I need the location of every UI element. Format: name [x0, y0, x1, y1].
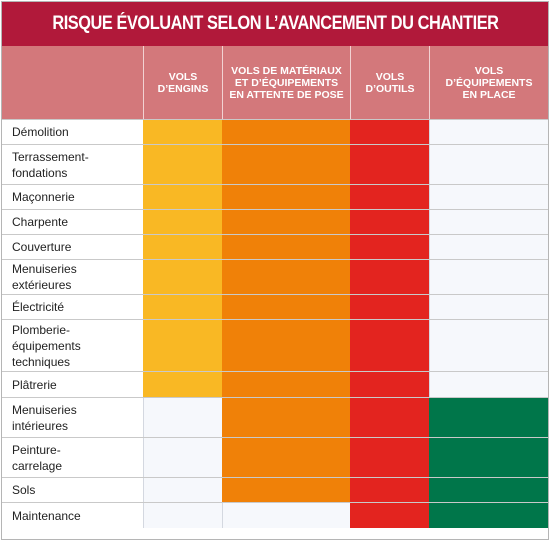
risk-cell-vols-outils — [350, 372, 429, 397]
risk-cell-vols-engins — [143, 185, 222, 209]
table-title: RISQUE ÉVOLUANT SELON L’AVANCEMENT DU CH… — [51, 13, 499, 34]
column-header-vols-materiaux: VOLS DE MATÉRIAUX ET D’ÉQUIPEMENTS EN AT… — [222, 46, 350, 119]
row-label: Menuiseries extérieures — [12, 262, 77, 292]
risk-cell-vols-equipements-en-place — [429, 185, 548, 209]
risk-cell-vols-engins — [143, 372, 222, 397]
risk-cell-vols-outils — [350, 145, 429, 184]
risk-cell-vols-materiaux — [222, 120, 350, 144]
risk-cell-vols-materiaux — [222, 210, 350, 234]
risk-cell-vols-materiaux — [222, 185, 350, 209]
risk-cell-vols-engins — [143, 145, 222, 184]
risk-cell-vols-equipements-en-place — [429, 120, 548, 144]
column-header-label: VOLS D’ENGINS — [157, 70, 209, 95]
row-label: Maintenance — [12, 508, 81, 523]
column-header-corner — [2, 46, 143, 119]
risk-cell-vols-outils — [350, 210, 429, 234]
table-row: Sols — [2, 477, 548, 502]
risk-cell-vols-outils — [350, 295, 429, 319]
risk-cell-vols-outils — [350, 235, 429, 259]
risk-cell-vols-materiaux — [222, 372, 350, 397]
risk-cell-vols-equipements-en-place — [429, 235, 548, 259]
risk-cell-vols-engins — [143, 398, 222, 437]
row-label: Démolition — [12, 125, 69, 139]
risk-cell-vols-outils — [350, 120, 429, 144]
risk-cell-vols-materiaux — [222, 235, 350, 259]
risk-cell-vols-equipements-en-place — [429, 145, 548, 184]
risk-cell-vols-materiaux — [222, 503, 350, 528]
risk-cell-vols-outils — [350, 398, 429, 437]
row-label: Couverture — [12, 240, 72, 254]
risk-cell-vols-equipements-en-place — [429, 372, 548, 397]
column-header-vols-equipements-en-place: VOLS D’ÉQUIPEMENTS EN PLACE — [429, 46, 548, 119]
risk-cell-vols-equipements-en-place — [429, 210, 548, 234]
table-row: Démolition — [2, 119, 548, 144]
row-label: Plâtrerie — [12, 377, 57, 392]
row-label: Maçonnerie — [12, 190, 75, 204]
table-row: Peinture- carrelage — [2, 437, 548, 477]
column-header-label: VOLS D’OUTILS — [365, 70, 415, 95]
column-header-row: VOLS D’ENGINS VOLS DE MATÉRIAUX ET D’ÉQU… — [2, 46, 548, 119]
risk-cell-vols-outils — [350, 503, 429, 528]
risk-cell-vols-equipements-en-place — [429, 260, 548, 294]
table-row: Charpente — [2, 209, 548, 234]
table-row: Électricité — [2, 294, 548, 319]
risk-cell-vols-equipements-en-place — [429, 398, 548, 437]
table-row: Maçonnerie — [2, 184, 548, 209]
table-row: Terrassement- fondations — [2, 144, 548, 184]
risk-cell-vols-materiaux — [222, 478, 350, 502]
column-header-label: VOLS DE MATÉRIAUX ET D’ÉQUIPEMENTS EN AT… — [229, 64, 344, 101]
table-row: Plâtrerie — [2, 371, 548, 397]
table-title-bar: RISQUE ÉVOLUANT SELON L’AVANCEMENT DU CH… — [2, 2, 548, 46]
row-label: Charpente — [12, 215, 69, 229]
risk-cell-vols-outils — [350, 478, 429, 502]
table-row: Menuiseries extérieures — [2, 259, 548, 294]
column-header-vols-engins: VOLS D’ENGINS — [143, 46, 222, 119]
row-label: Menuiseries intérieures — [12, 402, 77, 433]
risk-cell-vols-engins — [143, 320, 222, 371]
risk-cell-vols-outils — [350, 438, 429, 477]
risk-cell-vols-materiaux — [222, 260, 350, 294]
column-header-label: VOLS D’ÉQUIPEMENTS EN PLACE — [445, 64, 533, 101]
risk-cell-vols-equipements-en-place — [429, 503, 548, 528]
row-label: Peinture- carrelage — [12, 442, 63, 473]
risk-cell-vols-equipements-en-place — [429, 478, 548, 502]
risk-cell-vols-outils — [350, 260, 429, 294]
row-label: Plomberie- équipements techniques — [12, 322, 81, 369]
risk-cell-vols-engins — [143, 210, 222, 234]
row-label: Sols — [12, 483, 36, 497]
risk-cell-vols-equipements-en-place — [429, 438, 548, 477]
risk-cell-vols-materiaux — [222, 145, 350, 184]
row-label: Électricité — [12, 300, 65, 314]
risk-cell-vols-engins — [143, 120, 222, 144]
table-row: Plomberie- équipements techniques — [2, 319, 548, 371]
column-header-vols-outils: VOLS D’OUTILS — [350, 46, 429, 119]
risk-cell-vols-materiaux — [222, 295, 350, 319]
table-row: Couverture — [2, 234, 548, 259]
risk-cell-vols-outils — [350, 185, 429, 209]
table-row: Maintenance — [2, 502, 548, 528]
risk-cell-vols-engins — [143, 478, 222, 502]
risk-cell-vols-engins — [143, 295, 222, 319]
risk-cell-vols-materiaux — [222, 398, 350, 437]
risk-cell-vols-engins — [143, 235, 222, 259]
risk-cell-vols-outils — [350, 320, 429, 371]
risk-cell-vols-equipements-en-place — [429, 320, 548, 371]
row-label: Terrassement- fondations — [12, 149, 89, 180]
risk-cell-vols-materiaux — [222, 320, 350, 371]
risk-cell-vols-equipements-en-place — [429, 295, 548, 319]
risk-cell-vols-engins — [143, 260, 222, 294]
risk-cell-vols-materiaux — [222, 438, 350, 477]
risk-cell-vols-engins — [143, 503, 222, 528]
risk-cell-vols-engins — [143, 438, 222, 477]
table-row: Menuiseries intérieures — [2, 397, 548, 437]
